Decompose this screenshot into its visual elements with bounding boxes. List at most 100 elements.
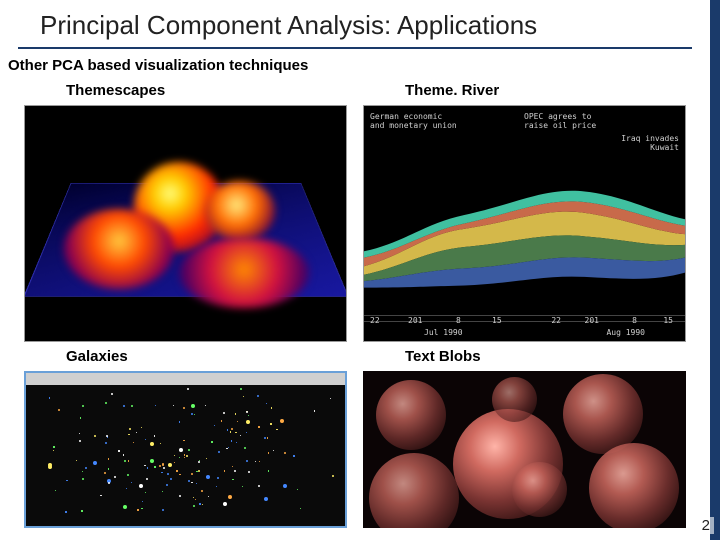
galaxy-point	[104, 472, 106, 474]
galaxy-point	[276, 429, 277, 430]
galaxy-point	[191, 482, 192, 483]
galaxy-point	[223, 502, 227, 506]
panel-themeriver: Theme. River German economic and monetar…	[363, 82, 686, 342]
annotation-label: Iraq invades Kuwait	[609, 134, 679, 152]
galaxy-point	[111, 393, 113, 395]
galaxy-point	[82, 478, 84, 480]
heat-peak	[205, 181, 275, 241]
galaxy-point	[65, 511, 66, 512]
galaxy-point	[199, 503, 200, 504]
themescapes-figure	[24, 105, 347, 342]
galaxy-point	[332, 475, 334, 477]
galaxy-point	[162, 491, 163, 492]
galaxy-point	[128, 434, 129, 435]
galaxy-point	[206, 458, 207, 459]
galaxy-point	[231, 440, 232, 441]
galaxy-point	[240, 435, 241, 436]
galaxy-point	[293, 455, 294, 456]
galaxy-point	[257, 395, 259, 397]
galaxy-point	[141, 508, 142, 509]
galaxy-point	[183, 407, 185, 409]
galaxy-point	[264, 437, 266, 439]
galaxy-point	[228, 447, 229, 448]
galaxy-point	[259, 461, 260, 462]
galaxy-point	[246, 420, 250, 424]
panel-textblobs: Text Blobs	[363, 348, 686, 528]
heat-peak	[64, 209, 174, 289]
panel-caption: Theme. River	[363, 82, 686, 105]
galaxy-point	[227, 429, 228, 430]
annotation-label: German economic and monetary union	[370, 112, 460, 130]
axis-tick: 22	[370, 316, 380, 325]
galaxy-point	[145, 492, 146, 493]
axis-tick: 8	[632, 316, 637, 325]
axis-tick: 15	[492, 316, 502, 325]
axis-month-label: Jul 1990	[424, 328, 463, 337]
galaxy-point	[137, 509, 138, 510]
galaxy-point	[167, 473, 169, 475]
galaxy-point	[147, 467, 148, 468]
galaxy-point	[155, 405, 156, 406]
galaxy-point	[53, 450, 54, 451]
galaxy-point	[118, 450, 119, 451]
galaxy-point	[217, 477, 219, 479]
galaxy-point	[159, 465, 161, 467]
galaxy-point	[258, 426, 259, 427]
galaxy-point	[206, 475, 210, 479]
galaxy-point	[108, 468, 109, 469]
galaxy-point	[267, 437, 268, 438]
galaxy-point	[55, 490, 56, 491]
galaxy-point	[174, 462, 175, 463]
galaxy-point	[236, 442, 237, 443]
galaxy-point	[280, 419, 284, 423]
galaxy-point	[228, 495, 232, 499]
galaxy-point	[100, 495, 101, 496]
slide-subtitle: Other PCA based visualization techniques	[0, 49, 710, 82]
galaxy-point	[66, 480, 67, 481]
galaxy-point	[248, 471, 250, 473]
galaxy-point	[170, 478, 172, 480]
galaxy-point	[163, 467, 165, 469]
galaxy-point	[145, 439, 146, 440]
galaxy-point	[297, 489, 298, 490]
galaxy-point	[48, 463, 52, 467]
galaxy-point	[173, 405, 174, 406]
blob-sphere	[376, 380, 446, 450]
galaxy-point	[186, 455, 188, 457]
galaxy-point	[223, 412, 225, 414]
galaxy-point	[81, 510, 82, 511]
galaxy-point	[146, 478, 148, 480]
galaxy-point	[105, 402, 107, 404]
axis-tick: 8	[456, 316, 461, 325]
galaxy-point	[144, 465, 145, 466]
galaxy-point	[205, 405, 206, 406]
galaxy-point	[230, 431, 231, 432]
galaxy-point	[129, 428, 131, 430]
galaxy-point	[226, 448, 227, 449]
galaxy-point	[124, 460, 126, 462]
galaxy-point	[235, 413, 236, 414]
galaxies-figure	[24, 371, 347, 528]
blob-sphere	[512, 462, 567, 517]
galaxy-point	[82, 405, 84, 407]
galaxy-point	[131, 405, 133, 407]
galaxy-point	[198, 461, 200, 463]
galaxy-point	[162, 464, 164, 466]
galaxy-point	[126, 488, 127, 489]
galaxy-point	[161, 472, 162, 473]
blob-sphere	[563, 374, 643, 454]
galaxy-point	[224, 470, 225, 471]
galaxy-point	[218, 451, 220, 453]
galaxy-point	[174, 455, 175, 456]
galaxy-point	[79, 440, 81, 442]
galaxy-point	[201, 490, 203, 492]
galaxy-point	[284, 452, 286, 454]
window-titlebar	[26, 373, 345, 385]
galaxy-point	[123, 505, 127, 509]
galaxy-point	[80, 417, 81, 418]
galaxy-point	[133, 442, 134, 443]
panel-caption: Galaxies	[24, 348, 347, 371]
galaxy-point	[76, 460, 77, 461]
galaxy-point	[131, 482, 132, 483]
galaxy-point	[184, 457, 185, 458]
